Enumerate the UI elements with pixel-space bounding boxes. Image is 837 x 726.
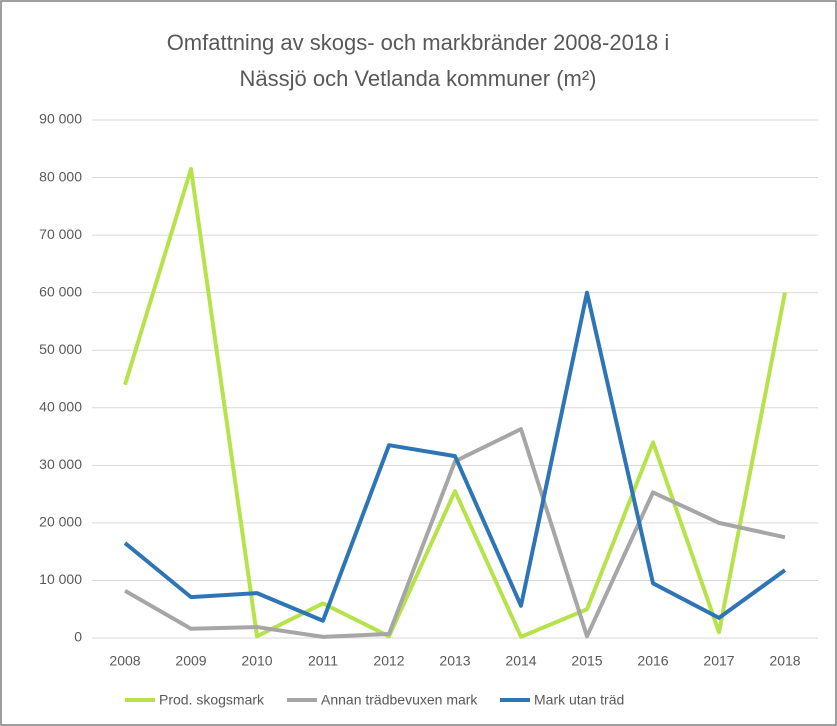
x-tick-label: 2016 (637, 653, 668, 669)
y-tick-label: 30 000 (39, 456, 82, 472)
series-line (123, 290, 787, 623)
x-tick-label: 2008 (109, 653, 140, 669)
y-tick-label: 60 000 (39, 283, 82, 299)
series-line (124, 427, 786, 639)
y-tick-label: 50 000 (39, 341, 82, 357)
x-tick-label: 2012 (373, 653, 404, 669)
y-tick-label: 80 000 (39, 168, 82, 184)
series-line (123, 166, 787, 639)
x-tick-label: 2009 (175, 653, 206, 669)
y-tick-label: 0 (74, 629, 82, 645)
x-tick-label: 2014 (505, 653, 536, 669)
y-tick-label: 90 000 (39, 111, 82, 127)
chart-title: Nässjö och Vetlanda kommuner (m²) (239, 66, 596, 91)
legend-label: Annan trädbevuxen mark (321, 692, 478, 708)
chart-title: Omfattning av skogs- och markbränder 200… (167, 30, 670, 55)
y-tick-label: 10 000 (39, 571, 82, 587)
x-tick-label: 2015 (571, 653, 602, 669)
x-tick-label: 2018 (769, 653, 800, 669)
y-tick-label: 20 000 (39, 514, 82, 530)
y-tick-label: 40 000 (39, 398, 82, 414)
x-tick-label: 2017 (703, 653, 734, 669)
x-tick-label: 2011 (308, 653, 338, 669)
legend-label: Mark utan träd (534, 692, 624, 708)
y-tick-label: 70 000 (39, 226, 82, 242)
x-tick-label: 2010 (241, 653, 272, 669)
x-tick-label: 2013 (439, 653, 470, 669)
legend-label: Prod. skogsmark (159, 692, 265, 708)
